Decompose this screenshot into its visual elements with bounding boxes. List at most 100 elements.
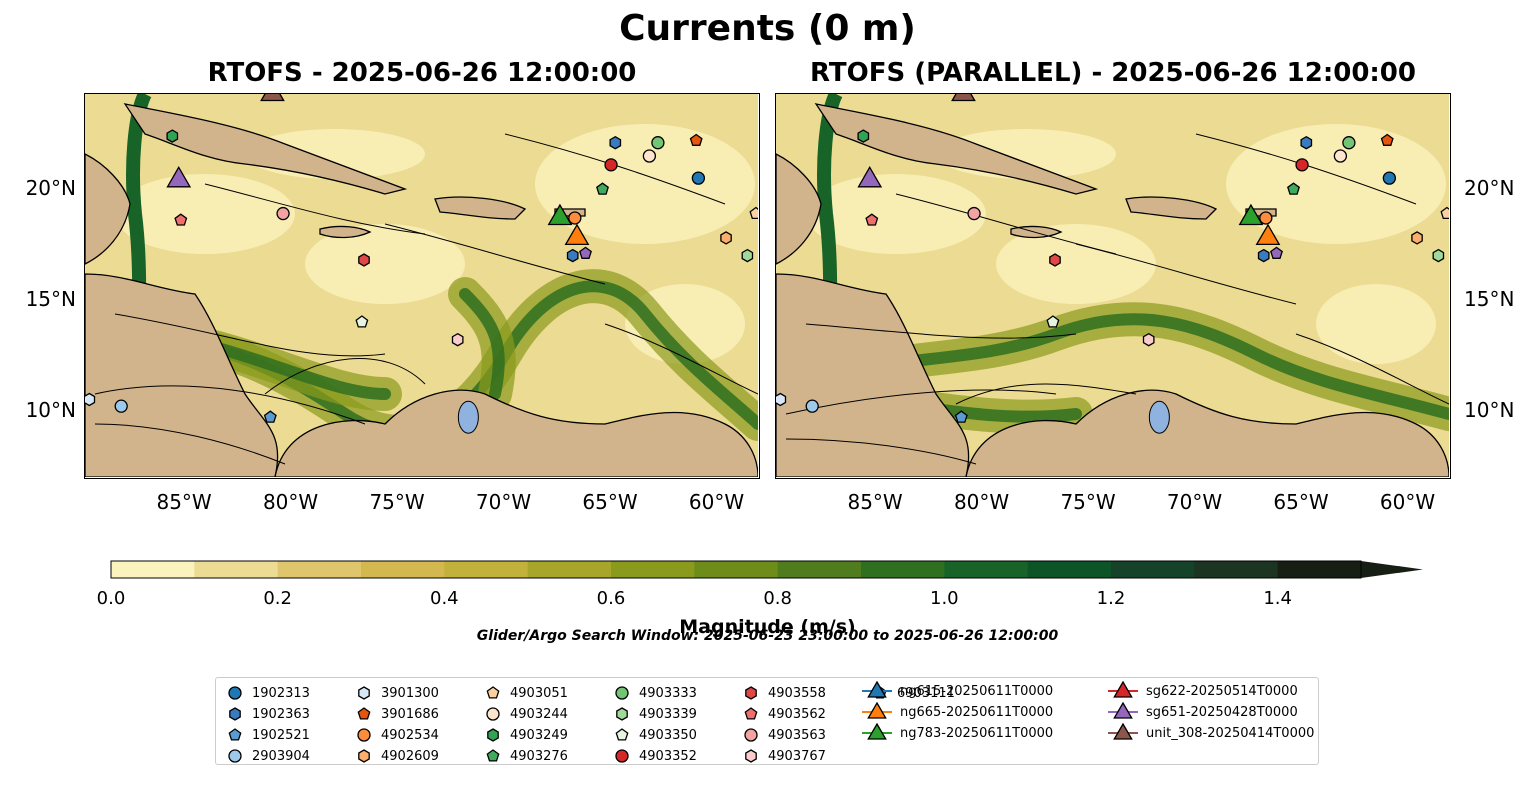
legend-label: 4903249 — [510, 727, 568, 743]
legend-marker-icon — [744, 728, 758, 742]
x-tick-label-left: 65°W — [582, 490, 638, 514]
x-tick-label-left: 70°W — [475, 490, 532, 514]
legend-circle-icon — [486, 707, 500, 721]
colorbar-segment — [527, 561, 612, 578]
legend-label: 4903350 — [639, 727, 697, 743]
legend-triangle-icon — [1113, 723, 1133, 740]
land-mass — [776, 273, 970, 477]
land-mass — [965, 389, 1449, 477]
legend-item: 2903904 — [226, 746, 310, 766]
current-core — [459, 288, 505, 400]
argo-float-6903111 — [579, 246, 592, 259]
colorbar-tick-label: 0.4 — [430, 588, 459, 609]
argo-float-4903051 — [749, 206, 758, 220]
legend-marker-icon — [615, 728, 629, 741]
map-panel-rtofs-parallel[interactable] — [775, 93, 1451, 479]
legend-label: unit_308-20250414T0000 — [1146, 725, 1315, 741]
argo-float-4903249 — [857, 129, 870, 143]
argo-float-4903249 — [166, 129, 179, 143]
legend-marker-icon — [358, 686, 370, 700]
legend-label: 4903563 — [768, 727, 826, 743]
legend-item: 3901300 — [355, 683, 439, 703]
legend-item: 4903767 — [742, 746, 826, 766]
colorbar-segment — [861, 561, 945, 578]
y-tick-label-left: 10°N — [25, 397, 76, 422]
colorbar-segment — [1277, 561, 1362, 578]
colorbar-tick-label: 1.2 — [1096, 588, 1126, 609]
x-tick-label-left: 75°W — [369, 490, 425, 514]
legend-marker-icon — [615, 686, 629, 700]
colorbar-segment — [277, 561, 362, 578]
argo-float-1902313 — [691, 171, 706, 185]
legend-label: 3901686 — [381, 706, 439, 722]
x-tick-label-right: 75°W — [1060, 490, 1116, 514]
low-speed-region — [1316, 284, 1436, 364]
legend-marker-icon — [1108, 681, 1138, 698]
streamline — [785, 389, 1057, 415]
legend-pentagon-icon — [228, 728, 242, 741]
colorbar-tick-label: 0.2 — [263, 588, 292, 609]
colorbar-segment — [1111, 561, 1195, 578]
legend-item: ng783-20250611T0000 — [862, 723, 1053, 743]
low-speed-region — [115, 174, 295, 254]
legend-item: 1902363 — [226, 704, 310, 724]
legend-hexagon-icon — [358, 749, 370, 763]
legend-label: 1902313 — [252, 685, 310, 701]
land-mass — [434, 196, 527, 220]
low-speed-region — [535, 124, 755, 244]
legend-item: ng615-20250611T0000 — [862, 681, 1053, 701]
land-mass — [776, 153, 822, 265]
legend-item: 4903350 — [613, 725, 697, 745]
argo-float-4903767 — [451, 332, 464, 347]
argo-float-1902521 — [263, 410, 277, 423]
argo-float-4902609 — [1411, 231, 1423, 245]
colorbar-segment — [611, 561, 695, 578]
legend-pentagon-icon — [486, 686, 500, 699]
glider-sg651-20250428T0000 — [857, 165, 883, 188]
colorbar — [110, 560, 1423, 579]
argo-float-1902363 — [1257, 248, 1270, 263]
streamline — [895, 193, 1117, 255]
low-speed-region — [305, 224, 465, 304]
map-panel-rtofs[interactable] — [84, 93, 760, 479]
legend-item: 4903249 — [484, 725, 568, 745]
legend-item: 4903333 — [613, 683, 697, 703]
colorbar-segment — [944, 561, 1029, 578]
colorbar-segment — [777, 561, 862, 578]
legend-marker-icon — [487, 728, 499, 742]
panel-title-rtofs: RTOFS - 2025-06-26 12:00:00 — [207, 58, 637, 88]
legend-marker-icon — [745, 686, 757, 700]
x-tick-label-right: 70°W — [1166, 490, 1223, 514]
argo-float-4903333 — [651, 136, 665, 150]
argo-float-4903276 — [596, 182, 609, 195]
argo-float-4902534 — [568, 211, 582, 225]
colorbar-segment — [694, 561, 779, 578]
legend-label: 2903904 — [252, 748, 310, 764]
legend-item: 4903352 — [613, 746, 697, 766]
legend-item: 1902313 — [226, 683, 310, 703]
streamline — [955, 383, 1137, 405]
legend-item: sg651-20250428T0000 — [1108, 702, 1298, 722]
streamline — [94, 423, 286, 465]
argo-float-3901686 — [689, 133, 703, 146]
argo-float-1902313 — [1382, 171, 1397, 185]
legend-hexagon-icon — [745, 686, 757, 700]
legend-marker-icon — [862, 723, 892, 740]
y-tick-label-left: 20°N — [25, 176, 76, 201]
argo-float-4902609 — [720, 231, 732, 245]
legend-label: 3901300 — [381, 685, 439, 701]
argo-float-1902363 — [609, 135, 622, 150]
legend-marker-icon — [357, 728, 371, 742]
legend-label: sg622-20250514T0000 — [1146, 683, 1298, 699]
low-speed-region — [996, 224, 1156, 304]
legend-marker-icon — [486, 749, 500, 762]
legend-label: 4903339 — [639, 706, 697, 722]
legend-triangle-icon — [1113, 681, 1133, 698]
streamline — [114, 313, 386, 357]
legend-pentagon-icon — [357, 707, 371, 720]
argo-float-4903339 — [1432, 248, 1445, 263]
x-tick-label-left: 60°W — [688, 490, 745, 514]
colorbar-tick-label: 1.4 — [1263, 588, 1292, 609]
search-window-text: Glider/Argo Search Window: 2025-06-23 23… — [476, 628, 1059, 644]
legend-pentagon-icon — [744, 707, 758, 720]
